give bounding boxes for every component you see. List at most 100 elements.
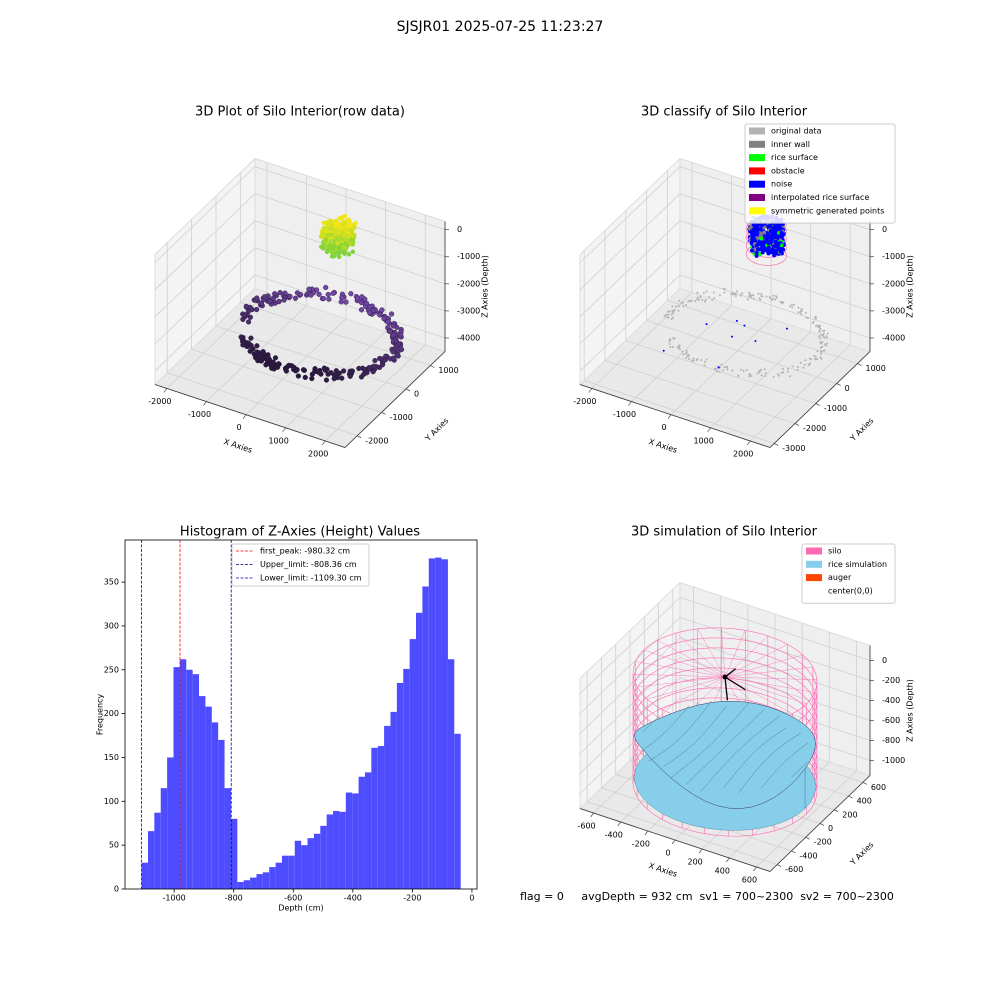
point bbox=[754, 243, 759, 248]
point bbox=[822, 349, 825, 352]
z-tick-label: 0 bbox=[882, 225, 887, 234]
point bbox=[687, 300, 690, 303]
y-tick-label: 250 bbox=[104, 665, 119, 674]
point bbox=[350, 238, 355, 243]
tick-mark bbox=[381, 412, 386, 415]
tick-mark bbox=[707, 427, 711, 433]
point bbox=[819, 328, 822, 331]
point bbox=[372, 357, 378, 364]
point bbox=[277, 290, 283, 296]
legend-label: original data bbox=[771, 127, 822, 136]
tick-mark bbox=[644, 830, 649, 836]
y-tick-label: 200 bbox=[104, 709, 119, 718]
point bbox=[323, 284, 329, 291]
point bbox=[270, 295, 276, 301]
y-axis-label: Y Axies bbox=[423, 416, 451, 444]
point bbox=[678, 346, 681, 349]
bar bbox=[313, 833, 321, 889]
point bbox=[342, 221, 347, 226]
legend-swatch bbox=[806, 574, 822, 582]
point bbox=[685, 349, 688, 352]
y-tick-label: 50 bbox=[109, 841, 119, 850]
x-tick-label: 2000 bbox=[308, 449, 328, 458]
point bbox=[316, 291, 322, 297]
decor-rice-mesh bbox=[738, 732, 802, 794]
decor-silo-spoke bbox=[724, 666, 813, 678]
point bbox=[358, 307, 365, 313]
point bbox=[684, 352, 687, 355]
y-tick-label: 1000 bbox=[438, 366, 458, 375]
legend-box bbox=[231, 543, 370, 587]
point bbox=[777, 373, 780, 376]
point bbox=[306, 286, 312, 292]
point bbox=[692, 359, 695, 362]
tick-mark bbox=[848, 795, 853, 799]
point bbox=[820, 353, 823, 356]
point bbox=[759, 223, 764, 228]
y-tick-label: -200 bbox=[814, 838, 832, 847]
grid-line bbox=[154, 274, 256, 372]
tick-mark bbox=[203, 401, 207, 406]
point bbox=[821, 345, 824, 348]
point bbox=[345, 237, 350, 243]
point bbox=[754, 253, 759, 258]
point bbox=[761, 295, 764, 298]
bar bbox=[250, 877, 257, 889]
point bbox=[669, 346, 672, 349]
point bbox=[804, 359, 807, 362]
point bbox=[330, 290, 336, 296]
point bbox=[663, 315, 666, 318]
grid-line bbox=[579, 697, 681, 794]
bar bbox=[237, 881, 244, 889]
point bbox=[331, 251, 336, 257]
point bbox=[398, 332, 404, 338]
point bbox=[390, 332, 396, 338]
point bbox=[350, 249, 356, 254]
point bbox=[776, 223, 781, 228]
z-tick-label: -3000 bbox=[457, 306, 480, 315]
x-tick-label: -600 bbox=[284, 894, 302, 903]
point bbox=[261, 294, 268, 300]
point bbox=[796, 369, 799, 372]
point bbox=[253, 355, 259, 361]
point bbox=[682, 305, 685, 308]
decor-rice-mesh bbox=[723, 727, 787, 789]
decor-silo-spoke bbox=[724, 676, 815, 693]
point bbox=[763, 368, 766, 371]
point bbox=[342, 250, 348, 255]
point bbox=[748, 375, 751, 378]
point bbox=[823, 336, 826, 339]
point bbox=[324, 249, 330, 255]
bar bbox=[294, 840, 302, 889]
point bbox=[723, 291, 726, 294]
x-tick-label: -600 bbox=[577, 822, 595, 831]
grid-line bbox=[254, 247, 446, 312]
point bbox=[387, 328, 393, 334]
decor-silo-spoke bbox=[675, 632, 726, 678]
bar bbox=[167, 757, 174, 889]
point-cloud bbox=[632, 627, 818, 837]
tick-mark bbox=[667, 414, 672, 419]
grid-line bbox=[604, 360, 796, 424]
bar bbox=[186, 669, 193, 889]
point bbox=[671, 310, 674, 313]
tick-mark bbox=[834, 809, 839, 813]
tick-mark bbox=[671, 839, 676, 845]
point bbox=[247, 314, 253, 320]
point bbox=[243, 303, 249, 309]
grid-line bbox=[324, 344, 426, 442]
decor-silo-spoke bbox=[724, 635, 768, 678]
point bbox=[822, 332, 825, 335]
z-tick-label: -3000 bbox=[882, 306, 905, 315]
bar bbox=[364, 772, 372, 889]
y-tick-label: 0 bbox=[114, 885, 119, 894]
point bbox=[363, 300, 370, 306]
x-tick-label: -200 bbox=[632, 840, 650, 849]
point bbox=[390, 355, 397, 361]
point bbox=[341, 226, 347, 231]
bar bbox=[243, 880, 251, 889]
point bbox=[671, 305, 674, 308]
point bbox=[390, 349, 396, 355]
y-tick-label: 150 bbox=[104, 753, 119, 762]
